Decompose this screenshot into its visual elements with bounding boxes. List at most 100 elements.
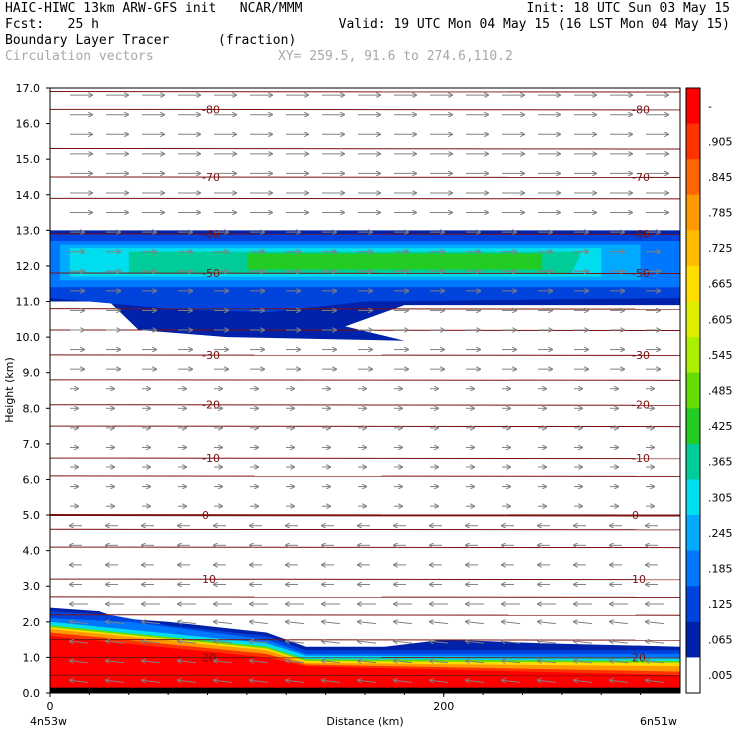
colorbar: - .905 .845 .785 .725 .665 .605 .545 .485 .425 .36… (685, 87, 733, 694)
tracer-contour (246, 253, 543, 270)
isotherm-line (50, 354, 680, 356)
colorbar-label: - (708, 100, 712, 113)
circulation-vector (502, 622, 521, 624)
isotherm-line (50, 578, 680, 581)
y-tick-label: 9.0 (23, 367, 41, 380)
colorbar-swatch (686, 657, 700, 694)
colorbar-label: .125 (708, 598, 733, 611)
circulation-vector (538, 641, 557, 643)
colorbar-swatch (686, 479, 700, 516)
isotherm-line (50, 514, 680, 517)
isotherm-line (50, 197, 680, 200)
colorbar-label: .845 (708, 171, 733, 184)
colorbar-label: .065 (708, 634, 733, 647)
isotherm-label: -30 (632, 349, 650, 362)
circulation-vector (610, 680, 629, 682)
colorbar-swatch (686, 265, 700, 303)
colorbar-label: .785 (708, 207, 733, 220)
colorbar-frame (685, 87, 701, 694)
circulation-vector (574, 641, 593, 643)
colorbar-label: .425 (708, 420, 733, 433)
isotherm-line (50, 639, 680, 641)
isotherm-label: -10 (632, 452, 650, 465)
circulation-vector (250, 641, 269, 643)
isotherm-line (50, 528, 680, 531)
colorbar-swatch (686, 443, 700, 480)
isotherm-label: -80 (632, 103, 650, 116)
x-start-location: 4n53w (30, 715, 67, 728)
isotherm-line (50, 176, 680, 178)
circulation-vector (178, 622, 197, 624)
colorbar-swatch (686, 372, 700, 409)
colorbar-swatch (686, 621, 700, 658)
circulation-vector (502, 680, 521, 682)
y-tick-label: 4.0 (23, 545, 41, 558)
isotherm-line (50, 546, 680, 549)
y-axis-label: Height (km) (3, 357, 16, 423)
init-time: Init: 18 UTC Sun 03 May 15 (526, 1, 731, 16)
isotherm-line (50, 674, 680, 677)
isotherm-line (50, 596, 680, 598)
circulation-vector (214, 680, 233, 682)
circulation-vector (106, 641, 125, 643)
colorbar-label: .485 (708, 385, 733, 398)
circulation-vector (466, 661, 485, 663)
x-tick-label: 200 (433, 700, 454, 713)
circulation-vector (430, 680, 449, 682)
y-tick-label: 0.0 (23, 687, 41, 700)
tracer-contour (50, 636, 680, 693)
y-tick-label: 6.0 (23, 473, 41, 486)
isotherm-line (50, 614, 680, 616)
circulation-vector (538, 661, 557, 663)
circulation-vector (322, 661, 341, 663)
colorbar-swatch (686, 230, 700, 267)
colorbar-swatch (686, 408, 700, 445)
plot-frame (49, 87, 681, 694)
field-name: Boundary Layer Tracer (5, 33, 170, 48)
colorbar-swatch (686, 123, 700, 160)
x-tick-label: 0 (47, 700, 54, 713)
y-tick-label: 11.0 (16, 296, 41, 309)
colorbar-label: .545 (708, 349, 733, 362)
circulation-vector (250, 680, 269, 682)
circulation-vector (142, 661, 161, 663)
circulation-vector (250, 661, 269, 663)
isotherm-label: 10 (632, 573, 646, 586)
y-tick-label: 3.0 (23, 580, 41, 593)
y-tick-label: 2.0 (23, 616, 41, 629)
isotherm-label: -60 (202, 228, 220, 241)
colorbar-label: .725 (708, 242, 733, 255)
circulation-vector (646, 680, 665, 682)
isotherm-label: -10 (202, 452, 220, 465)
circulation-vector (574, 680, 593, 682)
isotherm-label: 20 (632, 651, 646, 664)
circulation-vector (214, 661, 233, 663)
colorbar-label: .665 (708, 278, 733, 291)
circulation-vectors (70, 95, 668, 682)
circulation-vector (142, 622, 161, 624)
colorbar-label: .245 (708, 527, 733, 540)
circulation-vector (466, 641, 485, 643)
isotherm-label: -70 (632, 171, 650, 184)
tracer-field (50, 230, 680, 693)
colorbar-swatch (686, 586, 700, 623)
circulation-vector (502, 641, 521, 643)
y-axis: 0.0 1.0 2.0 3.0 4.0 5.0 6.0 7.0 8.0 9.0 10.0 11.0 12… (16, 82, 50, 700)
isotherm-line (50, 84, 680, 85)
circulation-vector (178, 641, 197, 643)
isotherm-label: -50 (632, 267, 650, 280)
valid-time: Valid: 19 UTC Mon 04 May 15 (16 LST Mon … (338, 17, 730, 32)
isotherm-label: 0 (632, 509, 639, 522)
isotherm-line (50, 425, 680, 428)
circulation-vector (178, 680, 197, 682)
circulation-vector (430, 641, 449, 643)
circulation-vector (394, 661, 413, 663)
circulation-vector (358, 661, 377, 663)
colorbar-label: .005 (708, 669, 733, 682)
circulation-vector (538, 680, 557, 682)
circulation-vector (358, 680, 377, 682)
isotherm-line (50, 308, 680, 310)
circulation-vector (466, 680, 485, 682)
circulation-vector (286, 661, 305, 663)
